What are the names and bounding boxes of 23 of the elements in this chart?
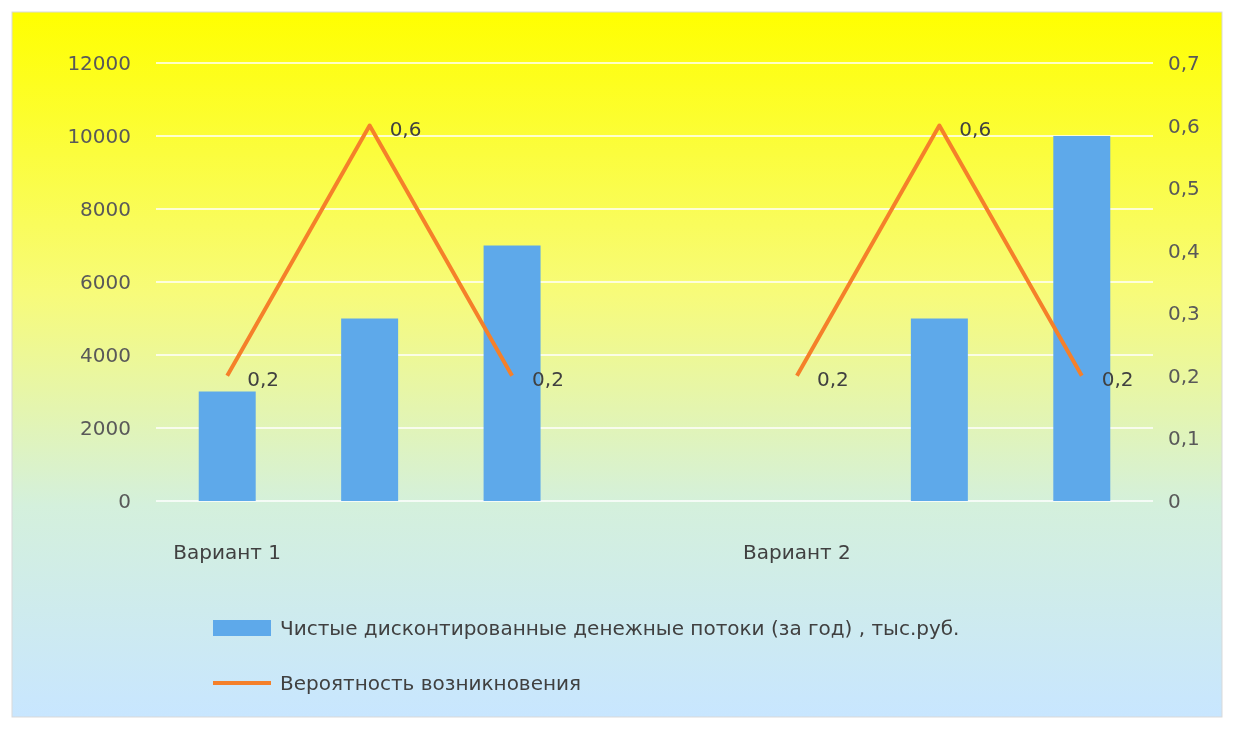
y2-tick-label: 0 [1168, 489, 1181, 513]
x-tick-label: Вариант 1 [173, 540, 282, 564]
x-tick-label: Вариант 2 [743, 540, 851, 564]
y-tick-label: 4000 [80, 343, 131, 367]
data-label: 0,2 [247, 366, 280, 391]
legend-label: Чистые дисконтированные денежные потоки (за год) , тыс.руб. [280, 616, 960, 640]
legend-label: Вероятность возникновения [280, 671, 582, 695]
data-label: 0,6 [959, 116, 992, 141]
y2-tick-label: 0,1 [1168, 426, 1200, 451]
y-tick-label: 10000 [67, 124, 131, 148]
y-tick-label: 12000 [67, 51, 131, 75]
data-label: 0,6 [389, 116, 422, 141]
y2-tick-label: 0,3 [1168, 301, 1200, 326]
y2-tick-label: 0,6 [1168, 113, 1200, 138]
y2-tick-label: 0,2 [1168, 363, 1200, 388]
y2-tick-label: 0,7 [1168, 51, 1200, 75]
data-label: 0,2 [816, 366, 849, 391]
y2-tick-label: 0,4 [1168, 238, 1200, 263]
y-tick-label: 8000 [80, 197, 131, 221]
y-tick-label: 0 [118, 489, 131, 513]
y2-tick-label: 0,5 [1168, 176, 1200, 201]
y-tick-label: 2000 [80, 416, 131, 440]
y-tick-label: 6000 [80, 270, 131, 294]
